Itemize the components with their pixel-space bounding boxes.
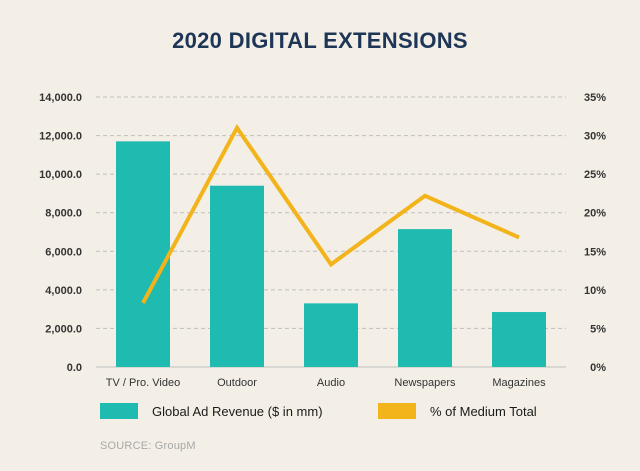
category-label: Magazines [492,377,546,389]
right-axis-tick-label: 25% [584,169,606,181]
right-axis-tick-label: 35% [584,92,606,104]
category-label: TV / Pro. Video [106,377,180,389]
bar [304,303,358,367]
bar [492,312,546,367]
left-axis-tick-label: 0.0 [67,362,82,374]
category-label: Audio [317,377,345,389]
legend-swatch-revenue [100,403,138,419]
legend-item-percent: % of Medium Total [378,403,537,419]
bar [210,185,264,367]
left-axis-tick-label: 2,000.0 [45,323,82,335]
line-series [141,124,520,304]
left-axis-tick-label: 10,000.0 [39,169,82,181]
legend-swatch-percent [378,403,416,419]
percent-line [141,124,520,304]
right-axis-tick-label: 30% [584,131,606,143]
right-axis-tick-label: 15% [584,246,606,258]
right-axis-tick-label: 5% [590,323,606,335]
left-axis-ticks: 0.0 2,000.0 4,000.0 6,000.0 8,000.0 10,000.0 1… [39,92,82,374]
source-note: SOURCE: GroupM [100,440,196,452]
right-axis-ticks: 0% 5% 10% 15% 20% 25% 30% 35% [584,92,606,374]
right-axis-tick-label: 0% [590,362,606,374]
category-axis-labels: TV / Pro. Video Outdoor Audio Newspapers Mag… [106,377,546,389]
category-label: Newspapers [394,377,456,389]
legend-label-revenue: Global Ad Revenue ($ in mm) [152,403,323,419]
bar [116,141,170,367]
category-label: Outdoor [217,377,257,389]
left-axis-tick-label: 12,000.0 [39,131,82,143]
left-axis-tick-label: 8,000.0 [45,208,82,220]
bar [398,229,452,367]
left-axis-tick-label: 6,000.0 [45,246,82,258]
chart-title: 2020 DIGITAL EXTENSIONS [172,28,468,53]
right-axis-tick-label: 20% [584,208,606,220]
legend-item-revenue: Global Ad Revenue ($ in mm) [100,403,323,419]
grid-lines [96,96,566,368]
right-axis-tick-label: 10% [584,285,606,297]
bar-series [116,141,546,367]
left-axis-tick-label: 14,000.0 [39,92,82,104]
legend-label-percent: % of Medium Total [430,403,537,419]
left-axis-tick-label: 4,000.0 [45,285,82,297]
